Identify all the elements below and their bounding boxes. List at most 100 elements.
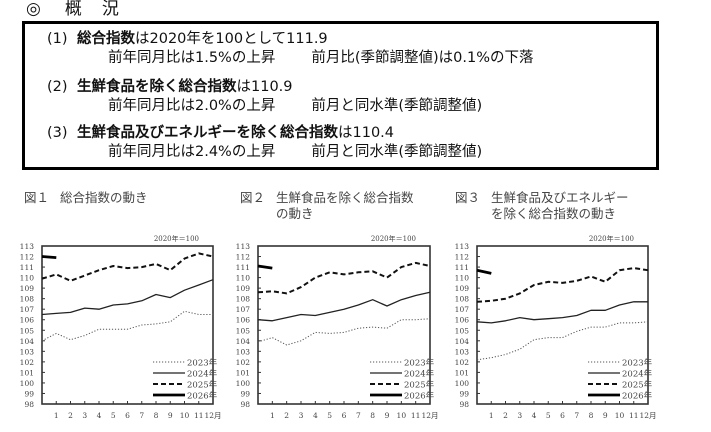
legend-label: 2023年 bbox=[622, 358, 653, 369]
y-tick-label: 109 bbox=[236, 284, 251, 293]
x-tick-label: 3 bbox=[299, 411, 304, 420]
y-tick-label: 112 bbox=[20, 253, 35, 262]
summary-item-2: (2) 生鮮食品を除く総合指数は110.9 bbox=[47, 78, 293, 96]
x-tick-label: 4 bbox=[97, 411, 102, 420]
y-tick-label: 106 bbox=[455, 316, 470, 325]
legend-label: 2026年 bbox=[404, 391, 435, 402]
y-tick-label: 99 bbox=[240, 389, 250, 398]
x-tick-label: 9 bbox=[603, 411, 608, 420]
base-year-note: 2020年＝100 bbox=[154, 234, 199, 243]
figure-1-title: 図１ 総合指数の動き bbox=[24, 190, 148, 205]
y-tick-label: 98 bbox=[459, 400, 469, 409]
base-year-note: 2020年＝100 bbox=[589, 234, 634, 243]
y-tick-label: 105 bbox=[455, 326, 470, 335]
y-tick-label: 107 bbox=[20, 305, 35, 314]
series-line-2026年 bbox=[41, 255, 57, 259]
summary-item-2-detail: 前年同月比は2.0%の上昇 前月と同水準(季節調整値) bbox=[108, 97, 482, 115]
x-tick-label: 7 bbox=[574, 411, 579, 420]
y-tick-label: 112 bbox=[236, 253, 251, 262]
yoy-text: 前年同月比は1.5%の上昇 bbox=[108, 50, 276, 66]
y-tick-label: 110 bbox=[236, 274, 251, 283]
index-name: 生鮮食品及びエネルギーを除く総合指数 bbox=[77, 125, 338, 141]
index-name: 生鮮食品を除く総合指数 bbox=[77, 79, 237, 95]
x-tick-label: 5 bbox=[111, 411, 116, 420]
y-tick-label: 111 bbox=[236, 263, 250, 272]
y-tick-label: 104 bbox=[455, 337, 470, 346]
x-tick-label: 6 bbox=[125, 411, 130, 420]
x-tick-label: 1 bbox=[54, 411, 59, 420]
y-tick-label: 99 bbox=[459, 389, 469, 398]
heading-word-1: 概 bbox=[64, 0, 84, 19]
y-tick-label: 111 bbox=[20, 263, 34, 272]
x-tick-label: 6 bbox=[560, 411, 565, 420]
summary-box: (1) 総合指数は2020年を100として111.9 前年同月比は1.5%の上昇前… bbox=[22, 21, 659, 170]
x-tick-label: 11 bbox=[629, 411, 639, 420]
mom-text: 前月と同水準(季節調整値) bbox=[311, 144, 483, 160]
x-tick-label: 11 bbox=[194, 411, 204, 420]
y-tick-label: 98 bbox=[240, 400, 250, 409]
y-tick-label: 112 bbox=[455, 253, 470, 262]
legend-label: 2024年 bbox=[187, 369, 218, 380]
mom-text: 前月と同水準(季節調整値) bbox=[311, 98, 483, 114]
y-tick-label: 107 bbox=[455, 305, 470, 314]
summary-item-1: (1) 総合指数は2020年を100として111.9 bbox=[47, 30, 328, 48]
x-tick-label: 2 bbox=[68, 411, 73, 420]
y-tick-label: 105 bbox=[20, 326, 35, 335]
x-tick-label: 12月 bbox=[204, 411, 221, 420]
item-number: (2) bbox=[47, 79, 68, 95]
legend-label: 2023年 bbox=[404, 358, 435, 369]
base-year-note: 2020年＝100 bbox=[371, 234, 416, 243]
x-tick-label: 3 bbox=[517, 411, 522, 420]
heading-word-2: 況 bbox=[101, 0, 121, 19]
figure-2-line-chart: 9899100101102103104105106107108109110111… bbox=[236, 234, 439, 420]
summary-item-3: (3) 生鮮食品及びエネルギーを除く総合指数は110.4 bbox=[47, 124, 394, 142]
x-tick-label: 1 bbox=[270, 411, 275, 420]
series-line-2026年 bbox=[476, 268, 492, 275]
series-line-2023年 bbox=[476, 321, 649, 361]
x-tick-label: 1 bbox=[489, 411, 494, 420]
x-tick-label: 12月 bbox=[421, 411, 438, 420]
y-tick-label: 108 bbox=[20, 295, 35, 304]
section-heading: ◎ 概況 bbox=[26, 0, 121, 19]
y-tick-label: 102 bbox=[455, 358, 470, 367]
y-tick-label: 102 bbox=[20, 358, 35, 367]
x-tick-label: 9 bbox=[168, 411, 173, 420]
y-tick-label: 103 bbox=[20, 347, 35, 356]
x-tick-label: 4 bbox=[532, 411, 537, 420]
x-tick-label: 12月 bbox=[639, 411, 656, 420]
x-tick-label: 8 bbox=[370, 411, 375, 420]
y-tick-label: 109 bbox=[20, 284, 35, 293]
figure-3-title: 図３ 生鮮食品及びエネルギー を除く総合指数の動き bbox=[455, 190, 629, 221]
x-tick-label: 11 bbox=[411, 411, 421, 420]
x-tick-label: 7 bbox=[356, 411, 361, 420]
y-tick-label: 100 bbox=[20, 379, 35, 388]
x-tick-label: 8 bbox=[589, 411, 594, 420]
x-tick-label: 8 bbox=[154, 411, 159, 420]
y-tick-label: 111 bbox=[455, 263, 469, 272]
x-tick-label: 2 bbox=[284, 411, 289, 420]
y-tick-label: 99 bbox=[24, 389, 34, 398]
series-line-2026年 bbox=[257, 264, 273, 270]
series-line-2024年 bbox=[476, 301, 648, 324]
item-number: (1) bbox=[47, 31, 68, 47]
legend-label: 2026年 bbox=[622, 391, 653, 402]
x-tick-label: 7 bbox=[139, 411, 144, 420]
y-tick-label: 108 bbox=[236, 295, 251, 304]
y-tick-label: 100 bbox=[236, 379, 251, 388]
y-tick-label: 113 bbox=[236, 242, 251, 251]
y-tick-label: 113 bbox=[20, 242, 35, 251]
series-line-2023年 bbox=[41, 310, 213, 342]
y-tick-label: 106 bbox=[236, 316, 251, 325]
legend-label: 2025年 bbox=[187, 380, 218, 391]
series-line-2024年 bbox=[41, 279, 214, 316]
x-tick-label: 2 bbox=[503, 411, 508, 420]
y-tick-label: 107 bbox=[236, 305, 251, 314]
series-line-2025年 bbox=[41, 252, 214, 282]
legend-label: 2023年 bbox=[187, 358, 218, 369]
x-tick-label: 5 bbox=[327, 411, 332, 420]
x-tick-label: 9 bbox=[385, 411, 390, 420]
y-tick-label: 113 bbox=[455, 242, 470, 251]
index-name: 総合指数 bbox=[77, 31, 135, 47]
legend-label: 2026年 bbox=[187, 391, 218, 402]
x-tick-label: 10 bbox=[180, 411, 190, 420]
